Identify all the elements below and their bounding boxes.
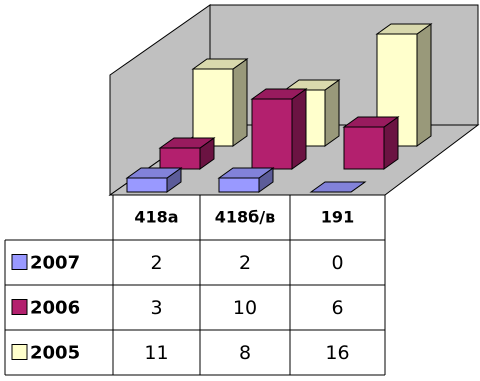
legend-label: 2005: [30, 343, 80, 364]
legend-key: [11, 299, 28, 315]
bar: [125, 167, 183, 193]
bars: [125, 23, 433, 193]
bar-top: [309, 181, 367, 193]
bar-front: [159, 147, 201, 170]
value-label: 0: [331, 252, 343, 274]
category-label: 418б/в: [215, 208, 276, 227]
value-label: 16: [325, 342, 349, 364]
data-table: [4, 194, 386, 376]
bar-front: [251, 98, 293, 170]
legend-label: 2006: [30, 298, 80, 319]
bar-front: [126, 177, 168, 193]
legend-key: [11, 344, 28, 360]
bar: [309, 181, 367, 193]
bar: [217, 167, 275, 193]
value-label: 8: [239, 342, 251, 364]
bar: [342, 116, 400, 170]
legend-key: [11, 254, 28, 270]
category-label: 191: [321, 208, 354, 227]
bar-side: [416, 23, 432, 147]
value-label: 3: [150, 297, 162, 319]
category-label: 418а: [134, 208, 178, 227]
value-label: 2: [150, 252, 162, 274]
bar-side: [291, 88, 307, 170]
bar-front: [218, 177, 260, 193]
value-label: 11: [144, 342, 168, 364]
bar: [158, 137, 216, 170]
value-label: 6: [331, 297, 343, 319]
bar: [250, 88, 308, 170]
bar-front: [192, 68, 234, 147]
bar-side: [324, 79, 340, 147]
legend-label: 2007: [30, 253, 80, 274]
value-label: 10: [233, 297, 257, 319]
back-wall: [209, 4, 479, 126]
bar-side: [232, 58, 248, 147]
bar: [191, 58, 249, 147]
bar-front: [343, 126, 385, 170]
value-label: 2: [239, 252, 251, 274]
